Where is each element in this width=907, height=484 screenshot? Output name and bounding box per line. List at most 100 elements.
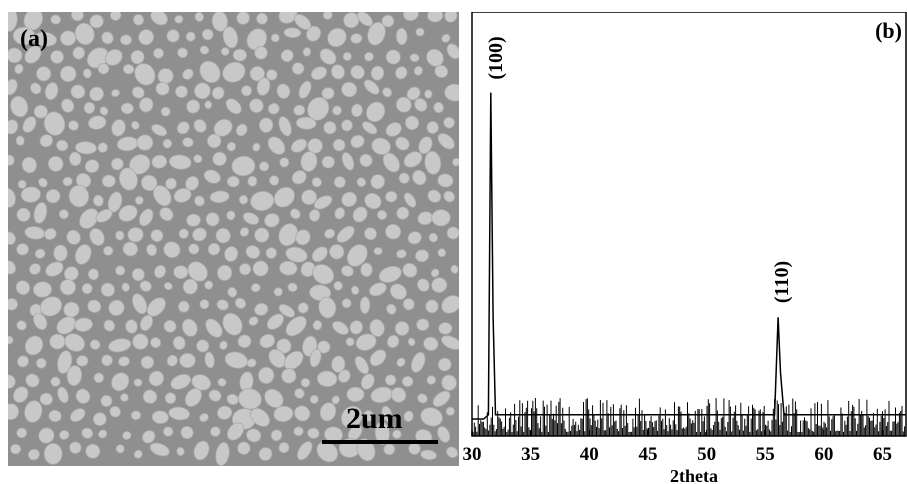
sem-particle xyxy=(246,428,262,443)
sem-particle xyxy=(239,263,252,276)
sem-particle xyxy=(301,189,318,206)
sem-particle xyxy=(211,86,225,100)
sem-particle xyxy=(173,265,189,280)
sem-particle xyxy=(395,136,410,151)
sem-particle xyxy=(381,405,393,423)
sem-particle xyxy=(216,299,229,311)
sem-particle xyxy=(138,97,154,113)
sem-particle xyxy=(270,429,283,442)
sem-particle xyxy=(39,296,63,317)
sem-particle xyxy=(211,12,229,32)
sem-particle xyxy=(205,212,220,227)
sem-particle xyxy=(89,228,105,246)
sem-particle xyxy=(130,120,140,130)
sem-particle xyxy=(142,389,158,404)
sem-particle xyxy=(103,319,116,332)
sem-particle xyxy=(178,228,190,239)
sem-particle xyxy=(173,187,192,203)
sem-particle xyxy=(142,430,156,444)
sem-particle xyxy=(193,154,203,164)
sem-particle xyxy=(402,262,418,278)
sem-particle xyxy=(10,95,29,118)
sem-particle xyxy=(227,286,238,298)
sem-particle xyxy=(187,261,208,282)
sem-particle xyxy=(413,65,423,76)
sem-particle xyxy=(118,356,130,367)
sem-particle xyxy=(404,115,420,131)
sem-particle xyxy=(224,246,239,262)
sem-particle xyxy=(423,336,439,351)
sem-particle xyxy=(118,204,138,222)
sem-particle xyxy=(85,443,101,459)
sem-particle xyxy=(311,246,328,263)
sem-particle xyxy=(252,260,269,277)
sem-particle xyxy=(407,231,422,245)
sem-particle xyxy=(151,410,169,425)
sem-particle xyxy=(273,186,295,208)
sem-particle xyxy=(394,321,410,336)
sem-particle xyxy=(39,134,54,148)
sem-particle xyxy=(163,281,173,291)
sem-particle xyxy=(140,355,155,370)
sem-particle xyxy=(97,429,108,439)
sem-particle xyxy=(8,374,16,389)
sem-particle xyxy=(367,21,386,46)
sem-particle xyxy=(151,154,168,169)
sem-particle xyxy=(84,159,100,174)
sem-particle xyxy=(177,300,190,313)
sem-particle xyxy=(153,47,164,59)
sem-particle xyxy=(182,68,194,80)
sem-particle xyxy=(254,46,268,60)
sem-particle xyxy=(420,407,443,427)
sem-particle xyxy=(33,202,48,224)
sem-particle xyxy=(267,102,280,115)
sem-particle xyxy=(245,245,261,259)
sem-particle xyxy=(119,34,133,46)
sem-particle xyxy=(35,357,47,369)
sem-particle xyxy=(342,51,352,62)
sem-particle xyxy=(414,249,430,263)
sem-particle xyxy=(45,261,64,277)
sem-particle xyxy=(95,208,113,223)
sem-particle xyxy=(168,154,192,170)
sem-particle xyxy=(8,231,16,246)
sem-particle xyxy=(76,355,89,367)
sem-particle xyxy=(163,319,177,333)
sem-particle xyxy=(334,207,346,220)
sem-particle xyxy=(28,263,42,275)
sem-particle xyxy=(22,116,37,133)
sem-particle xyxy=(81,283,93,295)
sem-particle xyxy=(359,296,371,314)
sem-particle xyxy=(74,22,95,46)
sem-particle xyxy=(196,339,210,353)
sem-particle xyxy=(59,279,77,296)
sem-particle xyxy=(44,82,59,101)
x-tick-label: 60 xyxy=(814,444,833,465)
sem-particle xyxy=(337,369,351,383)
sem-particle xyxy=(68,120,79,131)
sem-particle xyxy=(15,135,25,146)
sem-particle xyxy=(369,282,387,297)
sem-particle xyxy=(396,206,410,220)
sem-particle xyxy=(204,351,215,369)
sem-particle xyxy=(408,442,421,455)
sem-particle xyxy=(340,405,363,429)
sem-particle xyxy=(256,12,268,25)
sem-particle xyxy=(361,121,378,135)
sem-particle xyxy=(201,28,214,41)
panel-b-label: (b) xyxy=(875,18,902,43)
sem-particle xyxy=(186,99,201,114)
sem-particle xyxy=(341,265,354,277)
sem-particle xyxy=(341,119,353,132)
sem-particle xyxy=(14,63,24,75)
sem-particle xyxy=(417,393,428,404)
sem-particle xyxy=(285,246,308,263)
sem-particle xyxy=(50,50,64,64)
sem-particle xyxy=(16,243,29,256)
sem-particle xyxy=(403,151,423,168)
sem-particle xyxy=(386,303,397,315)
sem-particle xyxy=(111,89,120,98)
sem-particle xyxy=(206,133,222,149)
sem-particle xyxy=(109,12,122,21)
sem-particle xyxy=(181,318,198,337)
